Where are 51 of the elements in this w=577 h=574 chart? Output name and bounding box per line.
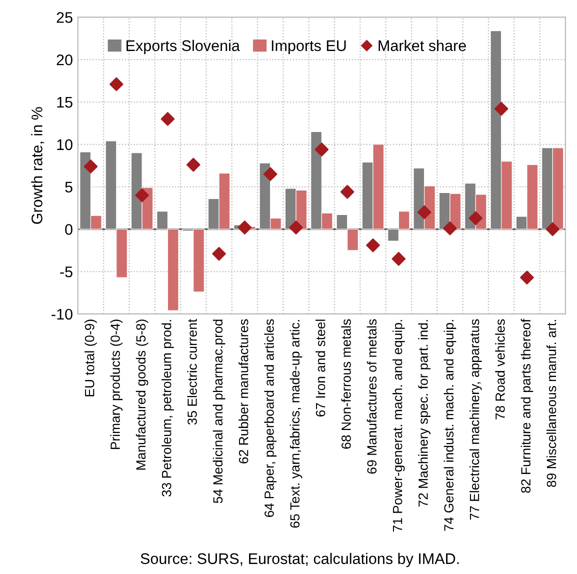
x-tick-label: 33 Petroleum, petroleum prod. bbox=[162, 320, 174, 497]
point bbox=[417, 205, 432, 220]
point bbox=[212, 246, 226, 261]
x-tick-label: 54 Medicinal and pharmac.prod bbox=[212, 320, 226, 504]
point bbox=[366, 238, 380, 252]
point bbox=[443, 221, 457, 236]
y-tick-label: 10 bbox=[57, 139, 72, 150]
point bbox=[160, 112, 175, 126]
point bbox=[340, 184, 354, 199]
y-tick-label: -10 bbox=[52, 308, 72, 320]
point bbox=[546, 222, 560, 236]
x-tick-label: 68 Non-ferrous metals bbox=[341, 319, 351, 449]
source-note: Source: SURS, Eurostat; calculations by IMAD. bbox=[140, 552, 459, 568]
legend-label: Imports EU bbox=[272, 40, 346, 54]
x-tick-label: Primary products (0-4) bbox=[110, 320, 123, 449]
y-tick-label: -5 bbox=[60, 266, 72, 278]
y-tick-label: 0 bbox=[65, 224, 72, 235]
y-tick-label: 25 bbox=[56, 12, 72, 23]
point bbox=[109, 77, 124, 92]
point bbox=[494, 102, 508, 116]
y-tick-label: 20 bbox=[56, 54, 72, 66]
point bbox=[289, 220, 303, 234]
x-tick-label: 62 Rubber manufactures bbox=[238, 319, 248, 464]
point bbox=[314, 142, 329, 156]
x-tick-label: Manufactured goods (5-8) bbox=[136, 320, 148, 470]
x-tick-label: 78 Road vehicles bbox=[495, 319, 505, 420]
point bbox=[520, 270, 534, 284]
point bbox=[392, 252, 406, 266]
legend-label: Market share bbox=[378, 40, 466, 52]
point bbox=[84, 160, 98, 174]
x-tick-label: 89 Miscellaneous manuf. art. bbox=[546, 320, 556, 487]
legend-label: Exports Slovenia bbox=[126, 40, 240, 54]
point bbox=[468, 211, 483, 226]
x-tick-label: 67 Iron and steel bbox=[316, 320, 326, 416]
point bbox=[135, 188, 149, 202]
y-tick-label: 5 bbox=[65, 182, 72, 192]
point bbox=[238, 220, 252, 234]
x-tick-label: 74 General indust. mach. and equip. bbox=[444, 320, 456, 531]
y-tick-label: 15 bbox=[57, 97, 72, 108]
x-tick-label: 77 Electrical machinery, apparatus bbox=[469, 319, 482, 520]
x-tick-label: EU total (0-9) bbox=[84, 320, 97, 396]
y-axis-title: Growth rate, in % bbox=[31, 107, 44, 224]
x-tick-label: 64 Paper, paperboard and articles bbox=[264, 319, 277, 517]
x-tick-label: 69 Manufactures of metals bbox=[366, 319, 377, 474]
x-tick-label: 65 Text. yarn,fabrics, made-up artic. bbox=[290, 320, 302, 528]
point bbox=[263, 167, 278, 181]
x-tick-label: 82 Furniture and parts thereof bbox=[520, 318, 534, 493]
x-tick-label: 35 Electric current bbox=[187, 318, 197, 425]
x-tick-label: 72 Machinery spec. for part. ind. bbox=[418, 320, 430, 507]
point bbox=[186, 158, 200, 172]
x-tick-label: 71 Power-generat. mach. and equip. bbox=[392, 320, 405, 532]
